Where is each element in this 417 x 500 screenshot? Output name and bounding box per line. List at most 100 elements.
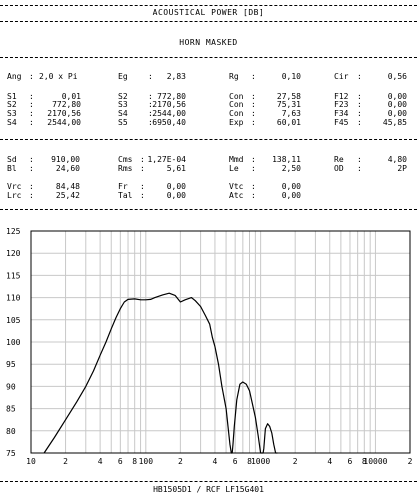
param-label: Mmd [229, 155, 244, 164]
param-colon: : [148, 109, 153, 118]
x-tick-label: 10 [26, 457, 36, 466]
param-colon: : [29, 100, 34, 109]
param-row-block4-0: Vrc: 84,48 Fr: 0,00 Vtc: 0,00 [0, 182, 417, 193]
param-value: 0,00 [387, 109, 407, 118]
param-label: Bl [7, 164, 17, 173]
param-colon: : [251, 100, 256, 109]
param-value: 7,63 [281, 109, 301, 118]
param-value: 2544,00 [152, 109, 186, 118]
param-label: Re [334, 155, 344, 164]
param-value: 0,00 [166, 182, 186, 191]
param-label: Vtc [229, 182, 244, 191]
param-colon: : [357, 72, 362, 81]
param-colon: : [251, 155, 256, 164]
x-tick-label: 8 [132, 457, 137, 466]
y-tick-label: 115 [6, 271, 21, 280]
x-tick-label: 6 [118, 457, 123, 466]
param-value: 0,00 [387, 92, 407, 101]
x-tick-label: 4 [98, 457, 103, 466]
param-colon: : [140, 191, 145, 200]
x-tick-label: 2 [293, 457, 298, 466]
param-colon: : [29, 182, 34, 191]
y-tick-label: 80 [6, 427, 16, 436]
param-value: 0,00 [387, 100, 407, 109]
param-colon: : [251, 191, 256, 200]
param-value: 27,58 [276, 92, 301, 101]
y-tick-label: 120 [6, 249, 21, 258]
param-colon: : [251, 118, 256, 127]
y-tick-label: 90 [6, 382, 16, 391]
plot-frame [30, 230, 411, 454]
param-value: 6950,40 [152, 118, 186, 127]
param-value: 45,85 [382, 118, 407, 127]
param-value: 910,00 [51, 155, 80, 164]
param-label: S4 [7, 118, 17, 127]
param-colon: : [251, 164, 256, 173]
param-value: 0,10 [281, 72, 301, 81]
param-label: S1 [7, 92, 17, 101]
param-label: Ang [7, 72, 22, 81]
param-value: 772,80 [52, 100, 81, 109]
param-colon: : [140, 155, 145, 164]
param-value: 2544,00 [47, 118, 81, 127]
param-label: S5 [118, 118, 128, 127]
param-row-1: S2:772,80 S3:2170,56 Con:75,31 F23:0,00 [0, 100, 417, 111]
param-value: 60,01 [276, 118, 301, 127]
param-colon: : [357, 155, 362, 164]
param-colon: : [357, 164, 362, 173]
plot-top-dashed-rule [0, 209, 417, 210]
param-row-3: S4:2544,00 S5:6950,40 Exp:60,01 F45:45,85 [0, 118, 417, 129]
param-value: 24,60 [55, 164, 80, 173]
param-colon: : [29, 109, 34, 118]
param-label: Fr [118, 182, 128, 191]
chart-heading: ACOUSTICAL POWER [DB] [152, 8, 265, 17]
param-label: Lrc [7, 191, 22, 200]
footer-dashed-rule [0, 481, 417, 482]
param-label: S3 [118, 100, 128, 109]
x-tick-label: 8 [247, 457, 252, 466]
param-row-block4-1: Lrc: 25,42 Tal: 0,00 Atc: 0,00 [0, 191, 417, 202]
mode-subtitle: HORN MASKED [179, 38, 238, 47]
param-label: F34 [334, 109, 349, 118]
param-value: 2P [397, 164, 407, 173]
param-colon: : [29, 191, 34, 200]
param-label: Tal [118, 191, 133, 200]
param-row-0: S1:0,01 S2:772,80 Con:27,58 F12:0,00 [0, 92, 417, 103]
param-label: Rg [229, 72, 239, 81]
param-value: 0,01 [61, 92, 81, 101]
param-label: F23 [334, 100, 349, 109]
param-colon: : [357, 109, 362, 118]
param-label: Cir [334, 72, 349, 81]
params-dashed-rule [0, 139, 417, 140]
param-colon: : [29, 72, 34, 81]
x-tick-label: 6 [348, 457, 353, 466]
x-tick-label: 6 [233, 457, 238, 466]
param-label: Sd [7, 155, 17, 164]
param-colon: : [140, 182, 145, 191]
x-tick-label: 4 [327, 457, 332, 466]
param-colon: : [251, 92, 256, 101]
x-tick-label: 100 [139, 457, 154, 466]
param-colon: : [251, 72, 256, 81]
param-label: S2 [7, 100, 17, 109]
spl-response-line [43, 292, 278, 454]
param-value: 2,83 [166, 72, 186, 81]
x-tick-label: 8 [362, 457, 367, 466]
param-label: Le [229, 164, 239, 173]
x-tick-label: 1000 [251, 457, 270, 466]
param-value: 1,27E-04 [147, 155, 186, 164]
param-label: Cms [118, 155, 133, 164]
param-label: Con [229, 100, 244, 109]
heading-dashed-rule [0, 21, 417, 22]
x-tick-label: 4 [213, 457, 218, 466]
param-colon: : [148, 100, 153, 109]
param-row-2: S3:2170,56 S4:2544,00 Con:7,63 F34:0,00 [0, 109, 417, 120]
x-tick-label: 10000 [363, 457, 387, 466]
param-colon: : [29, 118, 34, 127]
param-value: 84,48 [55, 182, 80, 191]
param-row-ang: Ang : 2,0 x Pi Eg : 2,83 Rg : 0,10 Cir :… [0, 72, 417, 83]
y-tick-label: 100 [6, 338, 21, 347]
param-value: 25,42 [55, 191, 80, 200]
param-colon: : [148, 118, 153, 127]
param-label: S2 [118, 92, 128, 101]
